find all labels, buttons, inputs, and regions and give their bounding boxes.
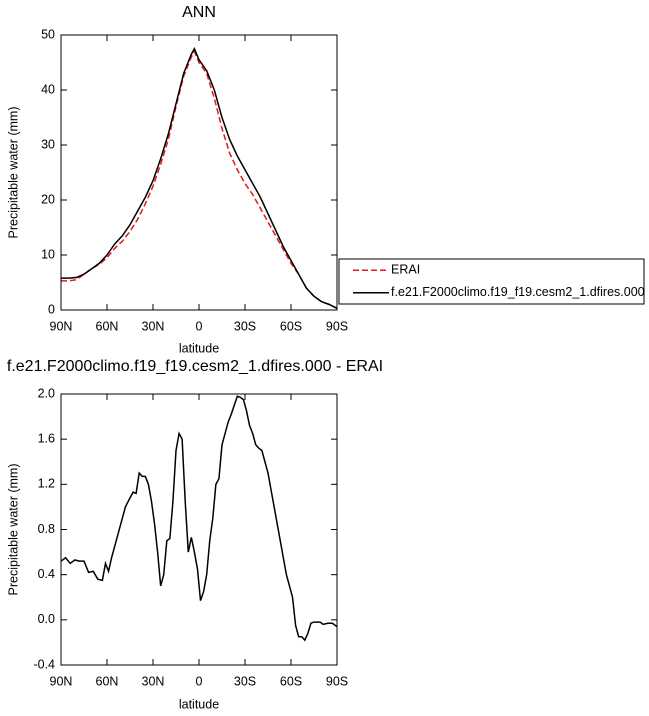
x-tick-label: 0 xyxy=(196,319,203,333)
x-tick-label: 30S xyxy=(234,319,256,333)
legend-label: f.e21.F2000climo.f19_f19.cesm2_1.dfires.… xyxy=(391,285,645,299)
data-line xyxy=(61,49,338,310)
y-tick-label: 1.2 xyxy=(38,477,55,491)
y-tick-label: 10 xyxy=(41,247,55,261)
x-axis-label: latitude xyxy=(179,341,219,355)
x-tick-label: 30N xyxy=(142,674,165,688)
data-line xyxy=(61,47,338,310)
data-line xyxy=(60,395,338,642)
x-tick-label: 30S xyxy=(234,674,256,688)
x-axis-label: latitude xyxy=(179,697,219,711)
y-axis-label: Precipitable water (mm) xyxy=(6,464,20,596)
legend-label: ERAI xyxy=(391,263,420,277)
x-tick-label: 90S xyxy=(326,674,348,688)
y-tick-label: 0.4 xyxy=(38,567,55,581)
x-tick-label: 30N xyxy=(142,319,165,333)
plot-frame xyxy=(60,393,338,666)
y-tick-label: -0.4 xyxy=(33,657,55,671)
y-axis-label: Precipitable water (mm) xyxy=(6,107,20,239)
legend-box xyxy=(338,258,645,305)
y-tick-label: 1.6 xyxy=(38,431,55,445)
plot-frame xyxy=(60,34,338,311)
y-tick-label: 2.0 xyxy=(38,386,55,400)
x-tick-label: 90N xyxy=(50,319,73,333)
y-tick-label: 0.8 xyxy=(38,522,55,536)
chart-title: f.e21.F2000climo.f19_f19.cesm2_1.dfires.… xyxy=(7,358,383,375)
y-tick-label: 30 xyxy=(41,137,55,151)
x-tick-label: 60S xyxy=(280,674,302,688)
x-tick-label: 60S xyxy=(280,319,302,333)
y-tick-label: 20 xyxy=(41,192,55,206)
y-tick-label: 50 xyxy=(41,27,55,41)
x-tick-label: 60N xyxy=(96,319,119,333)
y-tick-label: 40 xyxy=(41,82,55,96)
chart-title: ANN xyxy=(182,4,216,21)
x-tick-label: 90N xyxy=(50,674,73,688)
x-tick-label: 90S xyxy=(326,319,348,333)
x-tick-label: 0 xyxy=(196,674,203,688)
y-tick-label: 0 xyxy=(48,302,55,316)
y-tick-label: 0.0 xyxy=(38,612,55,626)
x-tick-label: 60N xyxy=(96,674,119,688)
